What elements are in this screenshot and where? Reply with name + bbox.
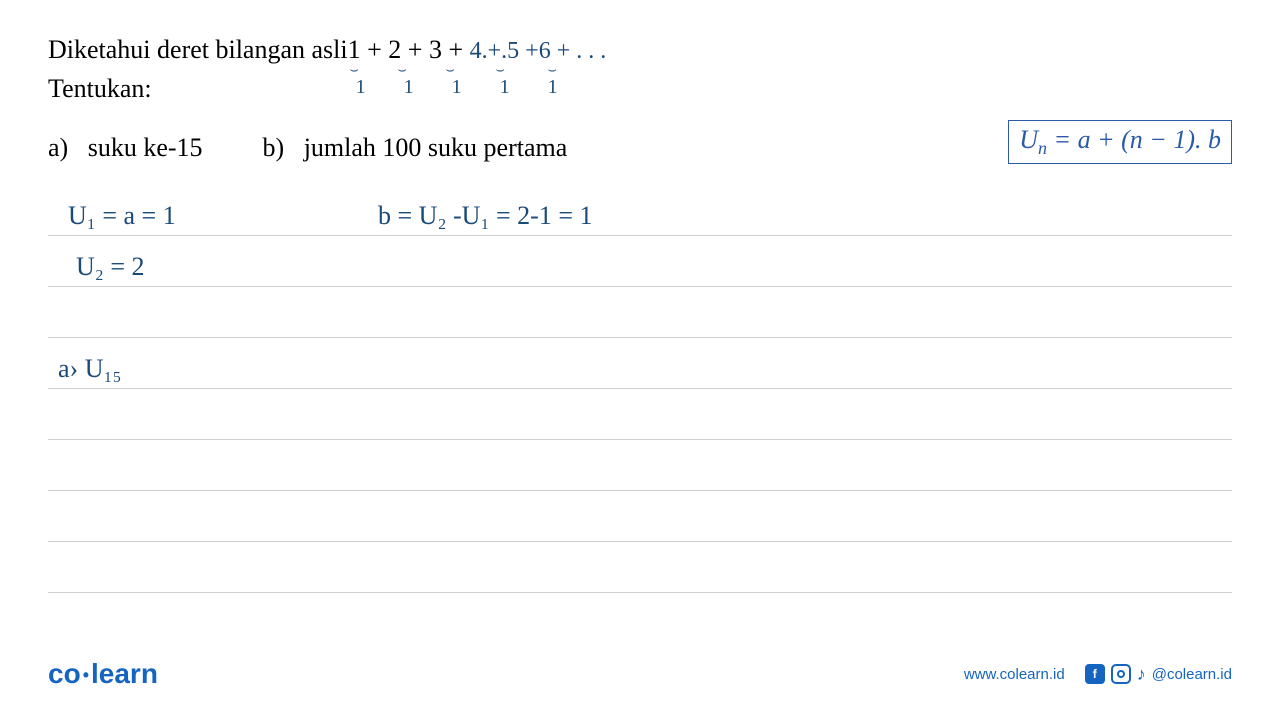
ruled-line-8 [48, 542, 1232, 593]
work-u2: U₂ = 2 [76, 252, 145, 282]
part-b-label: b) [263, 133, 285, 162]
tiktok-icon: ♪ [1137, 664, 1146, 685]
work-a-part: a› U₁₅ [58, 354, 122, 384]
part-a: a) suku ke-15 [48, 128, 203, 167]
formula-rest: = a + (n − 1). b [1047, 125, 1221, 154]
tick-marks: 1 1 1 1 1 [348, 72, 558, 102]
instagram-icon [1111, 664, 1131, 684]
tick-1: 1 [356, 72, 366, 102]
series-container: 1 + 2 + 3 + 4.+.5 +6 + . . . ⌣ ⌣ ⌣ ⌣ ⌣ 1… [348, 30, 607, 69]
tick-5: 1 [548, 72, 558, 102]
tick-4: 1 [500, 72, 510, 102]
social-handle: @colearn.id [1152, 666, 1232, 683]
logo-co: co [48, 658, 81, 689]
formula-U: U [1019, 125, 1038, 154]
work-b: b = U₂ -U₁ = 2-1 = 1 [378, 201, 593, 231]
formula-n-sub: n [1038, 138, 1047, 158]
problem-prefix: Diketahui deret bilangan asli [48, 30, 348, 69]
ruled-line-1: U₁ = a = 1 b = U₂ -U₁ = 2-1 = 1 [48, 185, 1232, 236]
footer: co•learn www.colearn.id f ♪ @colearn.id [0, 658, 1280, 690]
ruled-line-5 [48, 389, 1232, 440]
part-a-text: suku ke-15 [88, 133, 203, 162]
work-u1: U₁ = a = 1 [68, 201, 176, 231]
part-b-text: jumlah 100 suku pertama [304, 133, 568, 162]
footer-url: www.colearn.id [964, 666, 1065, 683]
footer-right: www.colearn.id f ♪ @colearn.id [964, 664, 1232, 685]
part-a-label: a) [48, 133, 68, 162]
problem-line2: Tentukan: [48, 69, 1232, 108]
formula-box: Un = a + (n − 1). b [1008, 120, 1232, 164]
ruled-line-4: a› U₁₅ [48, 338, 1232, 389]
work-area: U₁ = a = 1 b = U₂ -U₁ = 2-1 = 1 U₂ = 2 a… [48, 185, 1232, 593]
social-icons: f ♪ @colearn.id [1085, 664, 1232, 685]
ruled-line-2: U₂ = 2 [48, 236, 1232, 287]
series-handwritten: 4.+.5 +6 + . . . [470, 38, 607, 64]
ruled-line-6 [48, 440, 1232, 491]
tick-3: 1 [452, 72, 462, 102]
tick-2: 1 [404, 72, 414, 102]
brand-logo: co•learn [48, 658, 158, 690]
part-b: b) jumlah 100 suku pertama [263, 128, 568, 167]
logo-dot: • [81, 665, 91, 685]
logo-learn: learn [91, 658, 158, 689]
facebook-icon: f [1085, 664, 1105, 684]
ruled-line-7 [48, 491, 1232, 542]
ruled-line-3 [48, 287, 1232, 338]
